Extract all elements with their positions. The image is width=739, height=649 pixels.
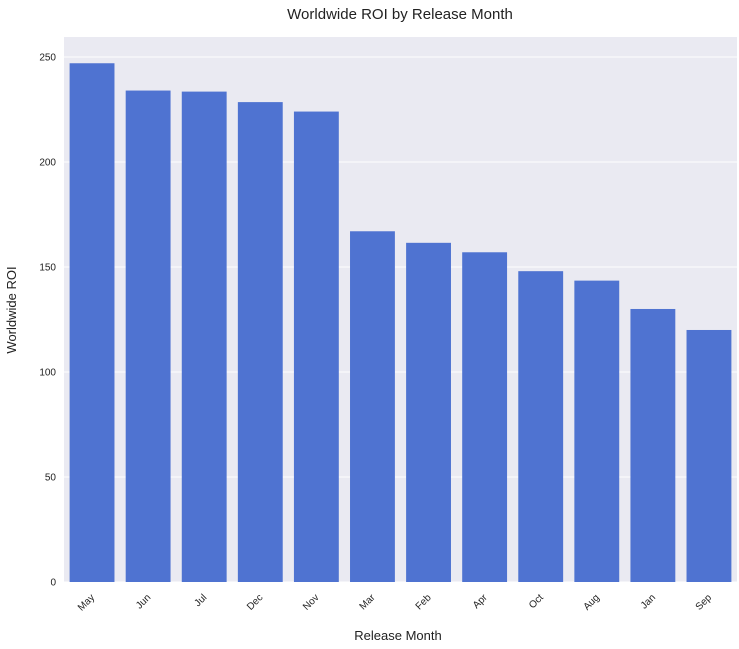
- y-tick-label: 0: [50, 578, 56, 589]
- bar-may: [69, 63, 115, 583]
- x-tick-label: Nov: [301, 592, 321, 612]
- y-axis-label: Worldwide ROI: [4, 266, 19, 353]
- x-tick-label: Jun: [134, 592, 153, 611]
- x-tick-label: Jan: [639, 592, 658, 611]
- bar-mar: [350, 231, 395, 582]
- bar-oct: [518, 271, 564, 582]
- y-tick-label: 200: [39, 157, 56, 168]
- y-tick-label: 50: [45, 472, 57, 483]
- y-tick-labels: 0 50 100 150 200 250: [39, 52, 56, 588]
- x-tick-label: Oct: [527, 592, 546, 611]
- y-tick-label: 100: [39, 367, 56, 378]
- bar-feb: [406, 242, 451, 582]
- plot-background: [64, 37, 737, 582]
- bar-jul: [181, 91, 227, 582]
- x-tick-label: May: [76, 592, 97, 613]
- grid-lines: [64, 56, 737, 583]
- x-tick-label: Jul: [193, 592, 210, 609]
- bar-jun: [125, 90, 171, 582]
- x-tick-label: Apr: [471, 592, 490, 611]
- bar-jan: [630, 308, 676, 582]
- bar-dec: [237, 102, 283, 583]
- x-tick-labels: May Jun Jul Dec Nov Mar Feb Apr Oct Aug Jan Sep: [76, 592, 714, 614]
- x-tick-label: Feb: [414, 592, 434, 612]
- chart-title: Worldwide ROI by Release Month: [287, 6, 513, 23]
- x-tick-label: Sep: [694, 592, 715, 613]
- x-tick-label: Aug: [582, 592, 602, 612]
- x-tick-label: Dec: [245, 592, 265, 612]
- bar-nov: [293, 111, 339, 583]
- bar-aug: [574, 280, 620, 582]
- bar-sep: [686, 329, 732, 582]
- y-tick-label: 150: [39, 262, 56, 273]
- y-tick-label: 250: [39, 52, 56, 63]
- bars: [69, 63, 732, 583]
- x-axis-label: Release Month: [354, 628, 441, 643]
- bar-apr: [462, 252, 508, 582]
- x-tick-label: Mar: [358, 592, 378, 612]
